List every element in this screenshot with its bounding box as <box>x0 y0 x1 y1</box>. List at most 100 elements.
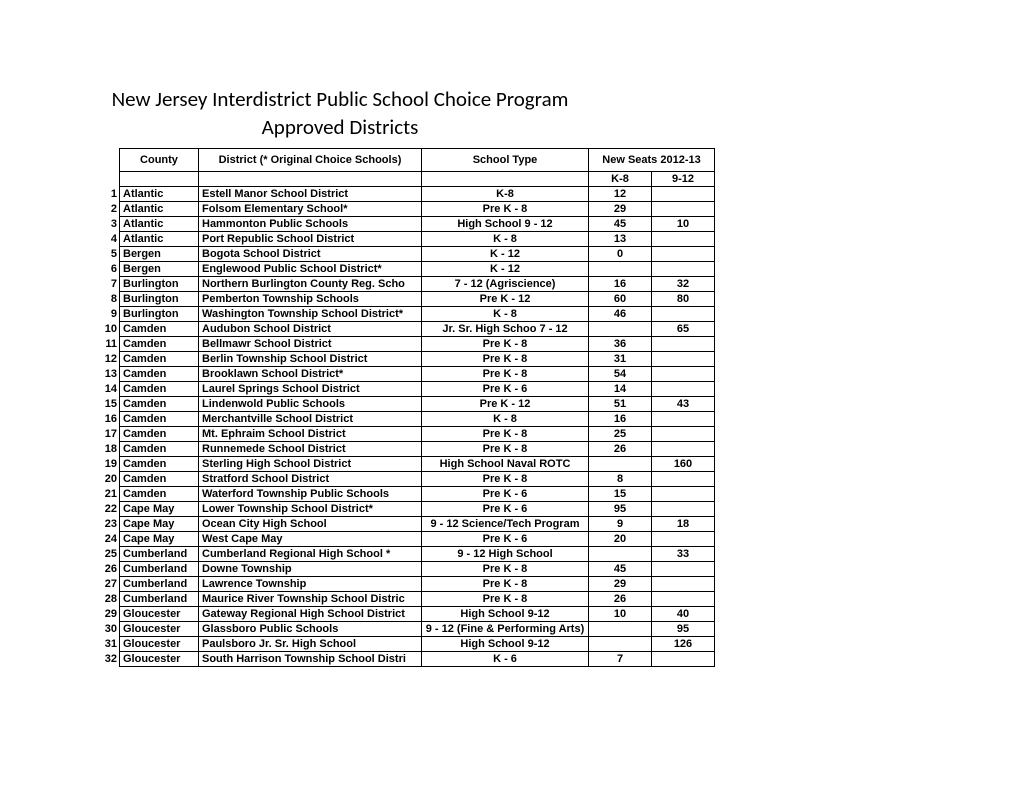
table-row: 5BergenBogota School DistrictK - 120 <box>100 247 715 262</box>
row-number: 20 <box>100 472 120 487</box>
cell-912 <box>652 487 715 502</box>
cell-912 <box>652 592 715 607</box>
table-row: 28CumberlandMaurice River Township Schoo… <box>100 592 715 607</box>
row-number: 19 <box>100 457 120 472</box>
cell-912 <box>652 532 715 547</box>
table-row: 14CamdenLaurel Springs School DistrictPr… <box>100 382 715 397</box>
cell-school-type: Pre K - 6 <box>422 502 589 517</box>
row-number: 6 <box>100 262 120 277</box>
cell-school-type: K - 8 <box>422 412 589 427</box>
cell-912 <box>652 262 715 277</box>
title-block: New Jersey Interdistrict Public School C… <box>100 85 580 142</box>
cell-912 <box>652 247 715 262</box>
cell-district: Brooklawn School District* <box>199 367 422 382</box>
cell-county: Camden <box>120 382 199 397</box>
cell-county: Cape May <box>120 502 199 517</box>
cell-912 <box>652 232 715 247</box>
table-row: 16CamdenMerchantville School DistrictK -… <box>100 412 715 427</box>
row-number: 18 <box>100 442 120 457</box>
cell-k8: 7 <box>589 652 652 667</box>
cell-district: Stratford School District <box>199 472 422 487</box>
cell-school-type: Pre K - 12 <box>422 292 589 307</box>
cell-school-type: Pre K - 8 <box>422 577 589 592</box>
cell-912: 40 <box>652 607 715 622</box>
cell-912 <box>652 652 715 667</box>
row-number: 9 <box>100 307 120 322</box>
cell-k8: 95 <box>589 502 652 517</box>
row-number: 7 <box>100 277 120 292</box>
cell-district: South Harrison Township School Distri <box>199 652 422 667</box>
cell-school-type: 9 - 12 High School <box>422 547 589 562</box>
cell-912 <box>652 562 715 577</box>
cell-school-type: K - 8 <box>422 232 589 247</box>
cell-school-type: K - 8 <box>422 307 589 322</box>
cell-district: Ocean City High School <box>199 517 422 532</box>
blank-cell <box>422 172 589 187</box>
cell-912: 10 <box>652 217 715 232</box>
cell-912 <box>652 202 715 217</box>
cell-district: Lower Township School District* <box>199 502 422 517</box>
cell-district: Runnemede School District <box>199 442 422 457</box>
table-row: 2AtlanticFolsom Elementary School*Pre K … <box>100 202 715 217</box>
table-row: 24Cape MayWest Cape MayPre K - 620 <box>100 532 715 547</box>
cell-county: Gloucester <box>120 652 199 667</box>
title-line-2: Approved Districts <box>100 113 580 141</box>
cell-912 <box>652 577 715 592</box>
table-row: 30GloucesterGlassboro Public Schools9 - … <box>100 622 715 637</box>
cell-k8: 31 <box>589 352 652 367</box>
cell-school-type: Pre K - 6 <box>422 532 589 547</box>
cell-school-type: K-8 <box>422 187 589 202</box>
table-row: 6BergenEnglewood Public School District*… <box>100 262 715 277</box>
cell-district: Cumberland Regional High School * <box>199 547 422 562</box>
districts-table-wrap: County District (* Original Choice Schoo… <box>100 148 715 667</box>
cell-k8: 45 <box>589 217 652 232</box>
row-number: 26 <box>100 562 120 577</box>
row-number: 11 <box>100 337 120 352</box>
cell-912 <box>652 337 715 352</box>
cell-county: Gloucester <box>120 637 199 652</box>
table-row: 27CumberlandLawrence TownshipPre K - 829 <box>100 577 715 592</box>
cell-912: 80 <box>652 292 715 307</box>
row-number: 23 <box>100 517 120 532</box>
row-number: 31 <box>100 637 120 652</box>
cell-county: Camden <box>120 457 199 472</box>
row-number: 8 <box>100 292 120 307</box>
cell-k8 <box>589 322 652 337</box>
cell-district: Pemberton Township Schools <box>199 292 422 307</box>
cell-k8: 29 <box>589 577 652 592</box>
row-number: 24 <box>100 532 120 547</box>
cell-912 <box>652 412 715 427</box>
table-row: 7BurlingtonNorthern Burlington County Re… <box>100 277 715 292</box>
cell-912 <box>652 442 715 457</box>
cell-district: Northern Burlington County Reg. Scho <box>199 277 422 292</box>
cell-county: Cumberland <box>120 577 199 592</box>
cell-county: Gloucester <box>120 607 199 622</box>
table-row: 4AtlanticPort Republic School DistrictK … <box>100 232 715 247</box>
cell-school-type: High School 9-12 <box>422 607 589 622</box>
cell-school-type: 9 - 12 Science/Tech Program <box>422 517 589 532</box>
cell-district: Downe Township <box>199 562 422 577</box>
cell-912 <box>652 307 715 322</box>
cell-k8: 9 <box>589 517 652 532</box>
cell-school-type: Pre K - 8 <box>422 352 589 367</box>
table-row: 11CamdenBellmawr School DistrictPre K - … <box>100 337 715 352</box>
table-row: 18CamdenRunnemede School DistrictPre K -… <box>100 442 715 457</box>
cell-912 <box>652 472 715 487</box>
table-row: 15CamdenLindenwold Public SchoolsPre K -… <box>100 397 715 412</box>
cell-912: 126 <box>652 637 715 652</box>
cell-school-type: Pre K - 6 <box>422 487 589 502</box>
cell-district: Estell Manor School District <box>199 187 422 202</box>
cell-school-type: Pre K - 8 <box>422 562 589 577</box>
header-k8: K-8 <box>589 172 652 187</box>
cell-k8 <box>589 457 652 472</box>
cell-school-type: Pre K - 8 <box>422 337 589 352</box>
cell-912: 43 <box>652 397 715 412</box>
cell-k8: 16 <box>589 277 652 292</box>
cell-district: Waterford Township Public Schools <box>199 487 422 502</box>
cell-912 <box>652 187 715 202</box>
cell-k8: 51 <box>589 397 652 412</box>
cell-k8: 54 <box>589 367 652 382</box>
cell-district: Englewood Public School District* <box>199 262 422 277</box>
cell-school-type: High School Naval ROTC <box>422 457 589 472</box>
cell-county: Camden <box>120 487 199 502</box>
